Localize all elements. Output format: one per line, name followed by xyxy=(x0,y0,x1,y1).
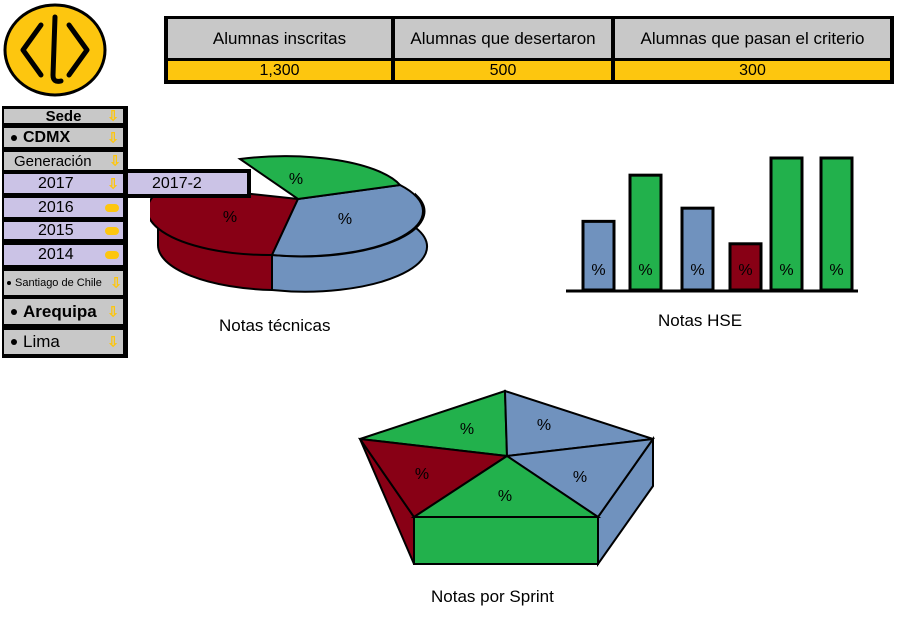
year-label: 2014 xyxy=(38,246,74,263)
hse-bar-label: % xyxy=(738,262,752,279)
hse-bar xyxy=(680,206,715,292)
year-2015-expand-icon xyxy=(105,226,119,235)
bullet-icon xyxy=(7,281,11,285)
notas-hse-label: Notas HSE xyxy=(658,311,743,330)
hse-bar xyxy=(769,156,804,292)
notas-sprint-chart: % % % % % xyxy=(357,389,656,568)
generacion-title: Generación xyxy=(14,152,92,170)
generacion-filter[interactable]: Generación ⇩ xyxy=(4,152,123,170)
year-label: 2017 xyxy=(38,174,74,192)
stats-table: Alumnas inscritas Alumnas que desertaron… xyxy=(164,16,894,84)
pie-label-green: % xyxy=(289,171,303,188)
year-2017-arrow-icon: ⇩ xyxy=(107,175,119,191)
sprint-label-blue-top: % xyxy=(537,417,551,434)
hse-bar-label: % xyxy=(638,262,652,279)
sede-title: Sede xyxy=(45,109,82,123)
hse-bar-label: % xyxy=(829,262,843,279)
generacion-arrow-icon: ⇩ xyxy=(109,152,121,169)
stats-value-inscritas: 1,300 xyxy=(168,61,391,80)
santiago-arrow-icon: ⇩ xyxy=(110,274,122,291)
year-2016-expand-icon xyxy=(105,203,119,212)
sprint-label-green-top: % xyxy=(460,421,474,438)
sub-generation-flyout: 2017-2 xyxy=(124,169,251,198)
bullet-icon xyxy=(11,308,17,315)
sede-item-cdmx-label: CDMX xyxy=(23,128,71,146)
hse-bar-label: % xyxy=(779,262,793,279)
year-item-2016[interactable]: 2016 xyxy=(4,198,123,217)
notas-tecnicas-chart: % % % xyxy=(150,155,428,293)
hse-bar xyxy=(581,219,616,292)
pie-slice-blue xyxy=(270,183,424,258)
year-label: 2016 xyxy=(38,198,74,216)
stats-value-criterio: 300 xyxy=(615,61,890,80)
notas-sprint-label: Notas por Sprint xyxy=(431,587,554,606)
hse-bar xyxy=(628,173,663,292)
sub-generation-item[interactable]: 2017-2 xyxy=(128,173,247,194)
stats-value-desertaron: 500 xyxy=(395,61,611,80)
notas-hse-chart: %%%%%% xyxy=(566,156,858,293)
sede-item-arequipa[interactable]: Arequipa ⇩ xyxy=(4,299,123,324)
hse-bar xyxy=(728,242,763,292)
sede-item-cdmx[interactable]: CDMX ⇩ xyxy=(4,128,123,147)
hse-bar xyxy=(819,156,854,292)
sede-item-lima-label: Lima xyxy=(23,332,60,351)
sede-arrow-icon: ⇩ xyxy=(107,109,119,123)
sede-item-santiago-label: Santiago de Chile xyxy=(15,277,102,289)
year-item-2015[interactable]: 2015 xyxy=(4,222,123,239)
pie-label-red: % xyxy=(223,209,237,226)
pie-label-blue: % xyxy=(338,211,352,228)
stats-header-criterio: Alumnas que pasan el criterio xyxy=(615,19,890,58)
sede-item-santiago[interactable]: Santiago de Chile ⇩ xyxy=(4,271,123,295)
sede-filter[interactable]: Sede ⇩ xyxy=(4,109,123,123)
sprint-label-blue-right: % xyxy=(573,469,587,486)
year-2014-expand-icon xyxy=(105,251,119,259)
sprint-label-red: % xyxy=(415,466,429,483)
sprint-side-green xyxy=(413,516,599,565)
laboratoria-logo-icon xyxy=(3,3,107,97)
year-item-2014[interactable]: 2014 xyxy=(4,245,123,265)
notas-tecnicas-label: Notas técnicas xyxy=(219,316,331,335)
sprint-slice-green-front xyxy=(410,454,602,518)
bullet-icon xyxy=(11,339,17,345)
year-item-2017[interactable]: 2017 ⇩ xyxy=(4,174,123,193)
arequipa-arrow-icon: ⇩ xyxy=(107,303,119,319)
stats-header-desertaron: Alumnas que desertaron xyxy=(395,19,611,58)
pie-slice-green xyxy=(237,155,402,201)
sede-item-arequipa-label: Arequipa xyxy=(23,301,97,321)
sede-item-lima[interactable]: Lima ⇩ xyxy=(4,330,123,354)
year-label: 2015 xyxy=(38,222,74,239)
hse-bar-label: % xyxy=(690,262,704,279)
hse-bar-label: % xyxy=(591,262,605,279)
cdmx-arrow-icon: ⇩ xyxy=(107,129,119,145)
lima-arrow-icon: ⇩ xyxy=(107,333,119,350)
bullet-icon xyxy=(11,134,17,141)
sprint-label-green-front: % xyxy=(498,488,512,505)
stats-header-inscritas: Alumnas inscritas xyxy=(168,19,391,58)
